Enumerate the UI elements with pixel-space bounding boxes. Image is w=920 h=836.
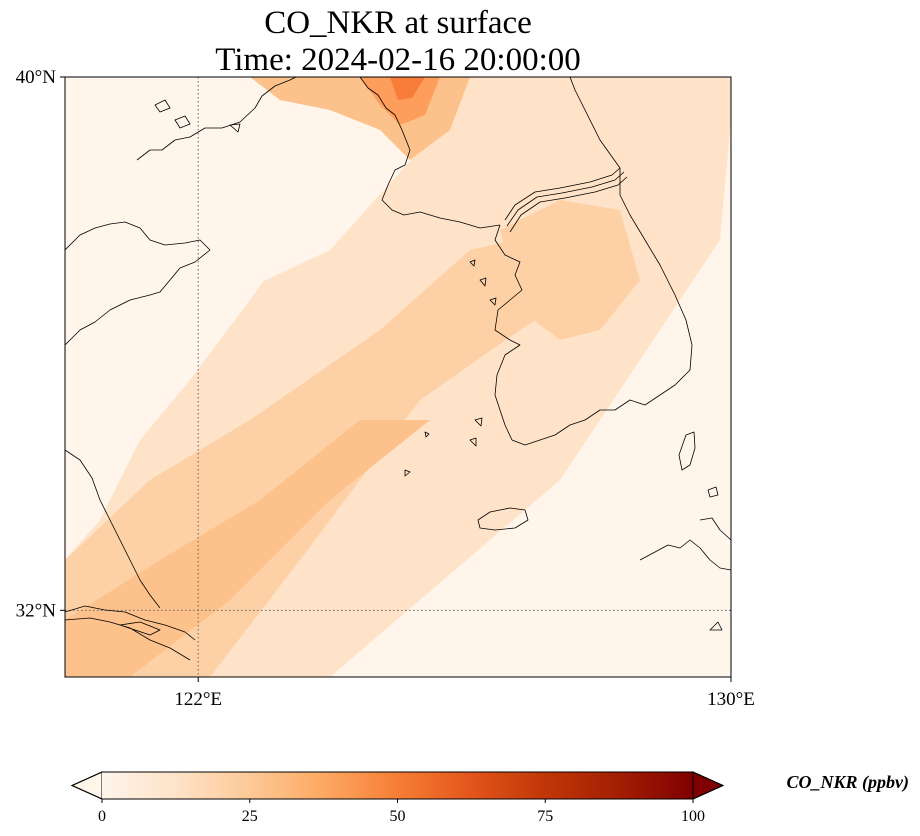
colorbar-extend-min: [70, 771, 103, 800]
colorbar: 0 25 50 75 100 CO_NKR (ppbv): [70, 771, 910, 825]
map-title-line2: Time: 2024-02-16 20:00:00: [215, 42, 580, 78]
lon-axis: 122°E 130°E: [174, 677, 755, 710]
field-band-clean-southeast: [440, 380, 731, 677]
coastline-korea-south: [511, 394, 661, 446]
colorbar-label: CO_NKR (ppbv): [787, 772, 910, 793]
coastline-korea-east: [569, 77, 693, 396]
coastline-korea-bay: [359, 77, 501, 229]
colorbar-extend-max: [692, 771, 725, 800]
colorbar-tick-label: 100: [681, 808, 705, 825]
coastline-shandong: [65, 221, 211, 346]
field-band-plume-core: [65, 420, 430, 677]
colorbar-tick-label: 50: [390, 808, 406, 825]
lon-tick-label: 130°E: [707, 689, 755, 710]
lon-tick-label: 122°E: [174, 689, 222, 710]
co-concentration-field: [65, 77, 731, 677]
coastline-tsushima: [678, 431, 696, 471]
field-band-korea: [500, 200, 640, 340]
coastline-korea-west-islands: [404, 259, 497, 477]
colorbar-ticks: 0 25 50 75 100: [98, 799, 705, 825]
coastline-jeju: [477, 507, 529, 531]
colorbar-body: [102, 772, 693, 799]
colorbar-tick-label: 0: [98, 808, 106, 825]
field-band-clean-streak: [65, 77, 330, 560]
coastline-yangtze: [65, 605, 196, 661]
map-frame: [64, 76, 732, 678]
lat-axis: 40°N 32°N: [16, 67, 65, 621]
colorbar-tick-label: 75: [537, 808, 553, 825]
lat-tick-label: 40°N: [16, 67, 57, 88]
colorbar-tick-label: 25: [242, 808, 258, 825]
coastlines: [65, 77, 731, 661]
coastline-bohai-islands: [154, 99, 241, 133]
border-yalu-3: [509, 176, 628, 233]
coastline-jiangsu: [65, 449, 161, 609]
coastline-korea-west: [494, 224, 523, 441]
coastline-japan-islands: [707, 486, 723, 631]
field-band-hotspot-peak: [390, 77, 425, 100]
lat-tick-label: 32°N: [16, 600, 57, 621]
border-yalu-2: [506, 171, 625, 227]
field-band-hotspot-core: [360, 77, 440, 125]
border-yalu: [504, 167, 621, 221]
map-panel: 40°N 32°N 122°E 130°E: [16, 67, 755, 710]
coastline-kyushu: [639, 517, 731, 571]
coastline-liaodong: [136, 77, 297, 161]
map-title-line1: CO_NKR at surface: [264, 5, 532, 41]
